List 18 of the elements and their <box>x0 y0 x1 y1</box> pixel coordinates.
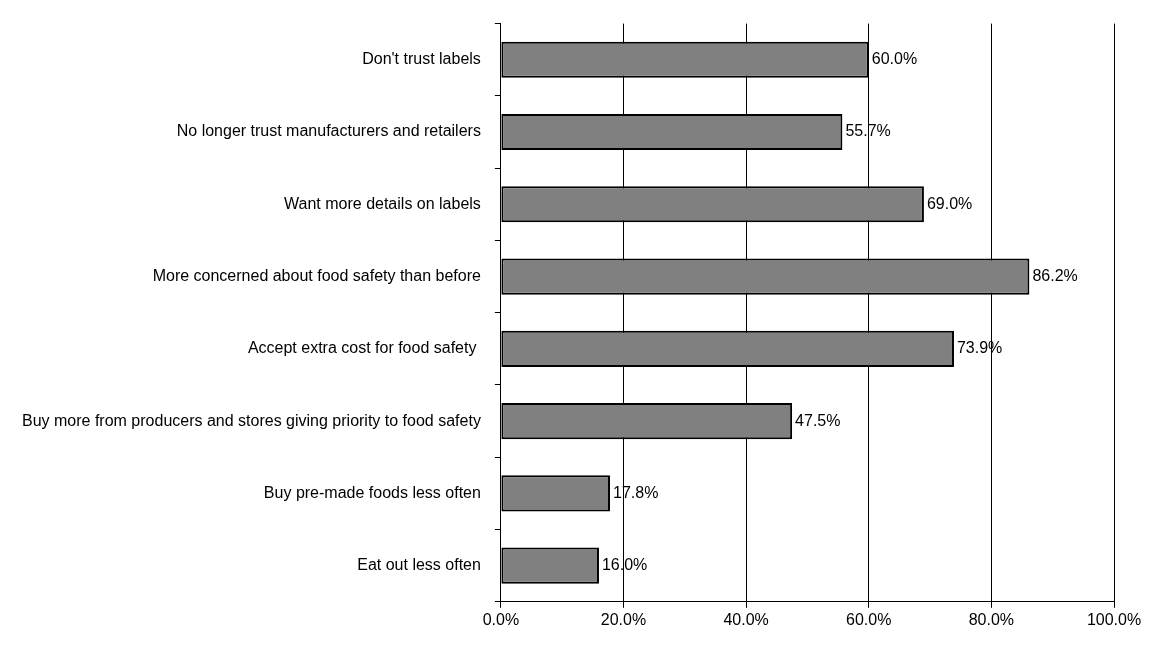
y-tick-label: No longer trust manufacturers and retailers <box>176 122 481 140</box>
x-tick-label: 0.0% <box>482 610 520 628</box>
data-label: 47.5% <box>795 411 841 429</box>
y-tick-label: More concerned about food safety than before <box>152 266 481 284</box>
y-tick-label: Eat out less often <box>357 556 481 574</box>
x-tick-label: 100.0% <box>1086 610 1142 628</box>
y-tick-label: Buy more from producers and stores giving priority to food safety <box>22 411 481 429</box>
y-tick-label: Don't trust labels <box>362 50 481 68</box>
x-tick-label: 60.0% <box>846 610 892 628</box>
y-tick-label: Want more details on labels <box>284 194 481 212</box>
y-tick-label: Buy pre-made foods less often <box>263 483 481 501</box>
data-label: 69.0% <box>926 194 973 212</box>
x-tick-label: 40.0% <box>723 610 769 628</box>
x-tick-label: 80.0% <box>968 610 1015 628</box>
x-tick-label: 20.0% <box>600 610 647 628</box>
data-label: 86.2% <box>1032 266 1078 284</box>
y-tick-label: Accept extra cost for food safety <box>247 339 481 357</box>
data-label: 60.0% <box>871 50 918 68</box>
